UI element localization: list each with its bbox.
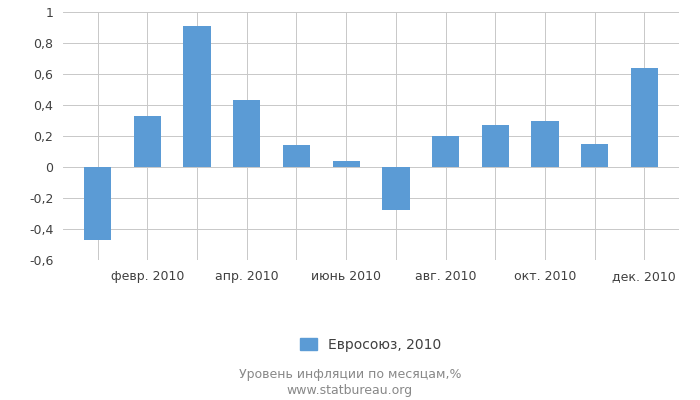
Bar xyxy=(581,144,608,167)
Bar xyxy=(332,161,360,167)
Text: www.statbureau.org: www.statbureau.org xyxy=(287,384,413,397)
Bar xyxy=(432,136,459,167)
Bar xyxy=(482,125,509,167)
Bar xyxy=(183,26,211,167)
Bar xyxy=(382,167,410,210)
Bar xyxy=(233,100,260,167)
Bar xyxy=(84,167,111,240)
Bar xyxy=(283,145,310,167)
Bar xyxy=(531,120,559,167)
Text: Уровень инфляции по месяцам,%: Уровень инфляции по месяцам,% xyxy=(239,368,461,381)
Bar xyxy=(134,116,161,167)
Legend: Евросоюз, 2010: Евросоюз, 2010 xyxy=(295,332,447,357)
Bar xyxy=(631,68,658,167)
